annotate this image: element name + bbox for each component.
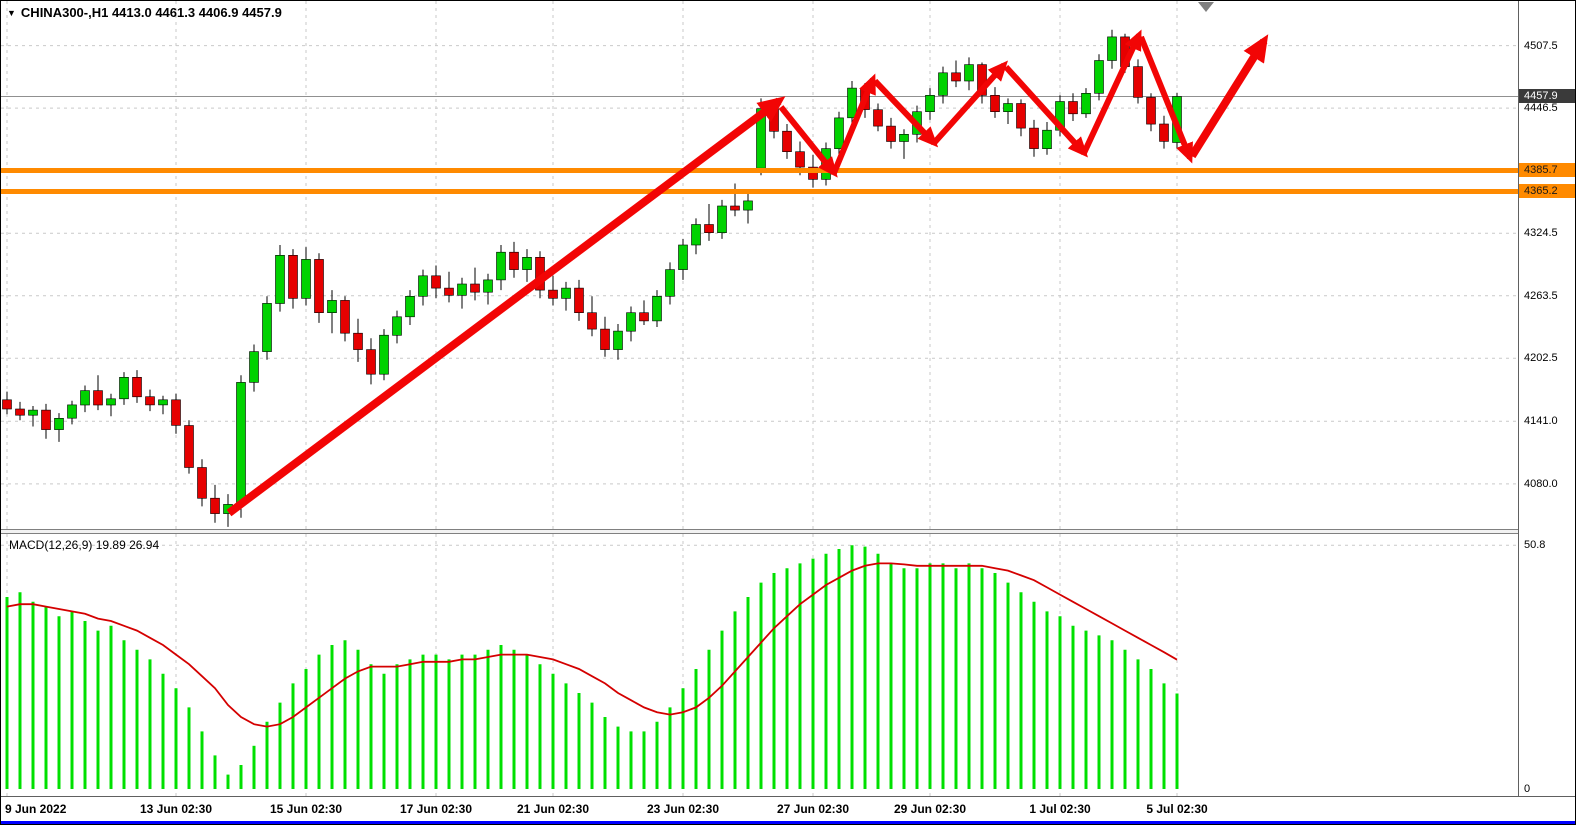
grid bbox=[1, 1, 1518, 529]
time-axis-label: 17 Jun 02:30 bbox=[399, 802, 473, 816]
time-axis-label: 27 Jun 02:30 bbox=[776, 802, 850, 816]
time-axis-label: 5 Jul 02:30 bbox=[1146, 802, 1208, 816]
symbol-ohlc-text: CHINA300-,H1 4413.0 4461.3 4406.9 4457.9 bbox=[20, 5, 282, 20]
time-axis-label: 23 Jun 02:30 bbox=[646, 802, 720, 816]
chart-menu-icon[interactable]: ▼ bbox=[7, 8, 16, 18]
time-axis[interactable]: 9 Jun 2022 13 Jun 02:30 15 Jun 02:30 17 Jun… bbox=[1, 796, 1575, 824]
support-resistance-lines[interactable] bbox=[1, 168, 1518, 194]
time-axis-label: 29 Jun 02:30 bbox=[893, 802, 967, 816]
time-axis-label: 15 Jun 02:30 bbox=[269, 802, 343, 816]
price-axis-label: 4141.0 bbox=[1524, 415, 1558, 427]
macd-title: MACD(12,26,9) bbox=[9, 538, 93, 552]
price-axis-label: 4263.5 bbox=[1524, 290, 1558, 302]
sr-price-label: 4365.2 bbox=[1519, 184, 1575, 198]
macd-indicator-canvas[interactable] bbox=[1, 534, 1518, 796]
price-axis-label: 4507.5 bbox=[1524, 40, 1558, 52]
object-anchor-icon[interactable] bbox=[1198, 2, 1214, 12]
macd-axis-label: 50.8 bbox=[1524, 539, 1546, 551]
chart-header: ▼ CHINA300-,H1 4413.0 4461.3 4406.9 4457.… bbox=[7, 5, 282, 20]
macd-label: MACD(12,26,9) 19.89 26.94 bbox=[9, 538, 159, 552]
price-chart-canvas[interactable] bbox=[1, 1, 1518, 529]
macd-histogram bbox=[5, 545, 1179, 789]
sr-price-label: 4385.7 bbox=[1519, 163, 1575, 177]
trend-arrows[interactable] bbox=[226, 29, 1269, 517]
current-price-label: 4457.9 bbox=[1519, 89, 1575, 103]
time-axis-label: 13 Jun 02:30 bbox=[139, 802, 213, 816]
time-axis-label: 21 Jun 02:30 bbox=[516, 802, 590, 816]
price-axis-label: 4080.0 bbox=[1524, 478, 1558, 490]
panel-divider-handle[interactable] bbox=[1, 529, 1575, 534]
price-axis-label: 4202.5 bbox=[1524, 352, 1558, 364]
time-axis-label: 1 Jul 02:30 bbox=[1029, 802, 1091, 816]
window-bottom-accent bbox=[1, 821, 1575, 824]
price-axis-label: 4446.5 bbox=[1524, 102, 1558, 114]
macd-signal-line bbox=[6, 562, 1178, 728]
macd-values: 19.89 26.94 bbox=[95, 538, 160, 552]
candlestick-series bbox=[2, 29, 1182, 527]
macd-axis-label: 0 bbox=[1524, 783, 1531, 795]
price-axis[interactable]: 4507.5 4446.5 4324.5 4263.5 4202.5 4141.0 4080… bbox=[1518, 1, 1575, 796]
price-axis-label: 4324.5 bbox=[1524, 227, 1558, 239]
time-axis-label: 9 Jun 2022 bbox=[5, 802, 67, 816]
